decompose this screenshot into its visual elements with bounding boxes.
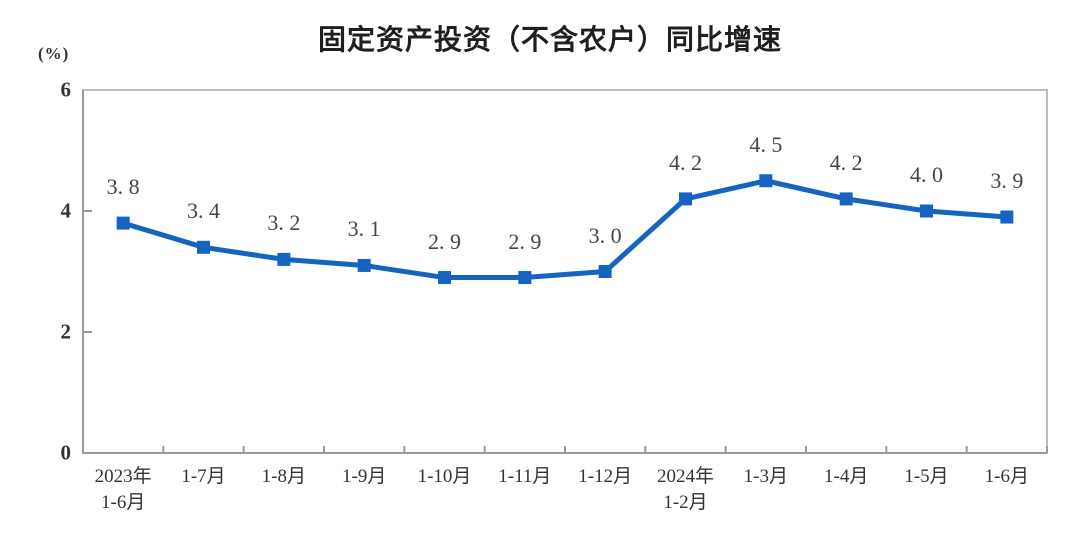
y-axis-unit-label: (%) <box>38 44 70 63</box>
x-category-label: 1-5月 <box>904 466 949 487</box>
data-point-label: 3. 1 <box>347 216 381 242</box>
data-point-marker <box>1000 210 1014 224</box>
y-tick-label: 6 <box>60 77 72 102</box>
data-point-marker <box>197 240 210 254</box>
data-point-label: 4. 2 <box>669 149 702 175</box>
data-point-label: 3. 4 <box>187 198 220 224</box>
x-category-label: 1-7月 <box>181 466 226 487</box>
x-category-label: 1-12月 <box>578 466 633 487</box>
x-category-label: 1-3月 <box>743 466 788 487</box>
y-tick-label: 0 <box>60 440 72 465</box>
y-tick-label: 2 <box>60 319 72 344</box>
data-point-label: 3. 0 <box>588 222 622 248</box>
x-category-label: 2024年 1-2月 <box>656 466 715 513</box>
y-tick-label: 4 <box>60 198 72 223</box>
plot-border <box>82 89 1048 454</box>
data-point-marker <box>839 192 853 206</box>
data-point-marker <box>357 258 371 272</box>
data-point-label: 3. 8 <box>106 174 140 200</box>
data-line <box>120 178 1010 281</box>
data-point-label: 4. 5 <box>749 131 783 157</box>
data-point-marker <box>920 204 933 218</box>
x-category-label: 1-11月 <box>498 466 552 487</box>
x-category-label: 1-9月 <box>341 466 387 487</box>
data-point-label: 4. 2 <box>829 149 863 175</box>
data-point-label: 2. 9 <box>508 228 542 254</box>
data-point-label: 3. 9 <box>990 168 1024 194</box>
x-category-label: 1-10月 <box>417 466 472 487</box>
data-point-label: 3. 2 <box>267 210 301 236</box>
x-category-label: 1-4月 <box>823 466 869 487</box>
data-point-marker <box>759 174 773 188</box>
data-point-marker <box>598 265 612 278</box>
data-point-marker <box>438 271 451 285</box>
data-point-marker <box>277 252 291 266</box>
x-category-label: 1-6月 <box>984 466 1029 487</box>
data-point-label: 2. 9 <box>428 228 461 254</box>
x-category-label: 1-8月 <box>261 466 306 487</box>
data-point-marker <box>116 216 130 230</box>
data-point-label: 4. 0 <box>910 162 943 187</box>
data-point-marker <box>518 271 532 285</box>
x-category-label: 2023年 1-6月 <box>94 466 152 513</box>
data-point-marker <box>679 192 692 206</box>
chart-title: 固定资产投资（不含农户）同比增速 <box>317 24 782 55</box>
